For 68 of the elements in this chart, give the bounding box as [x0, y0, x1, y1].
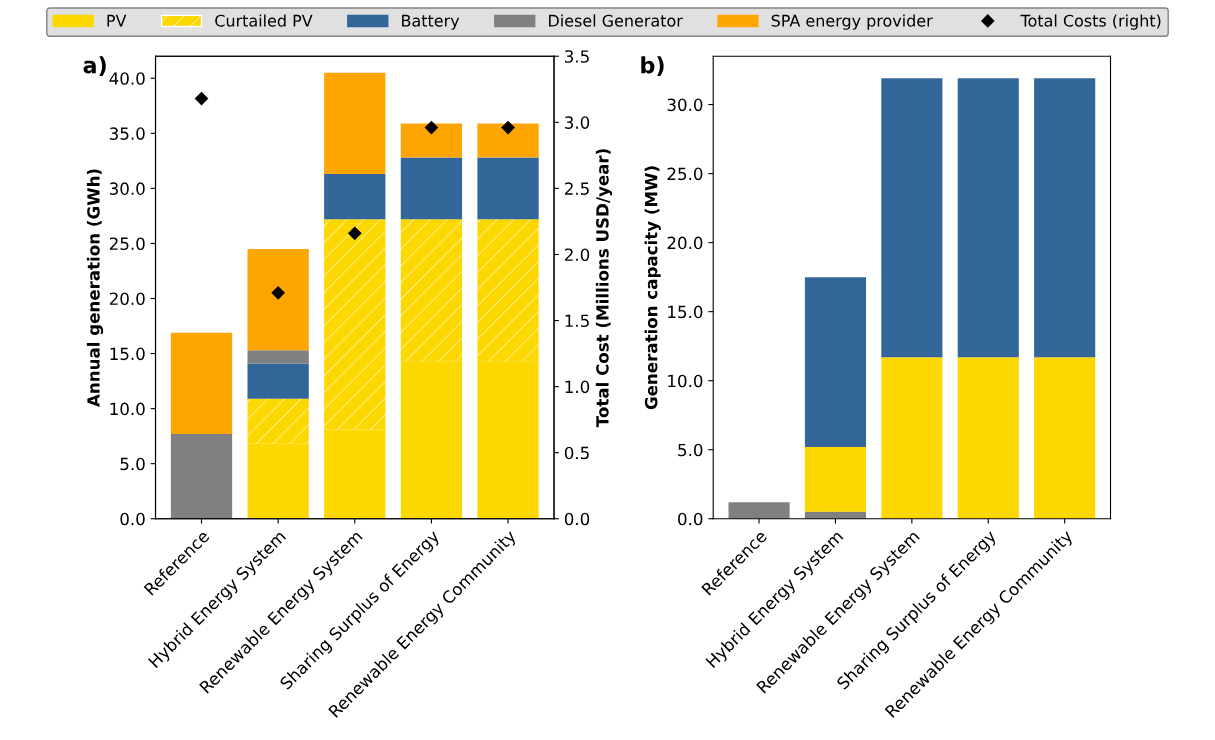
y-tick-label: 15.0: [668, 305, 703, 319]
bar: [804, 277, 867, 447]
y2-tick-label: 0.0: [564, 512, 590, 526]
y-axis-title: Generation capacity (MW): [644, 166, 661, 410]
y2-tick-label: 2.0: [564, 248, 590, 262]
y-tick-label: 20.0: [109, 292, 145, 306]
legend-label: Total Costs (right): [1020, 14, 1161, 30]
y2-tick-label: 3.0: [565, 116, 590, 129]
bar: [324, 219, 386, 430]
point: [271, 286, 285, 300]
y-tick-label: 10.0: [110, 402, 145, 416]
bar: [1034, 78, 1096, 358]
bar: [957, 78, 1019, 358]
y-tick-label: 30.0: [109, 182, 145, 195]
bar: [247, 398, 309, 444]
bar: [400, 123, 463, 158]
legend-label: Diesel Generator: [549, 14, 683, 27]
y2-tick-label: 0.5: [564, 446, 589, 460]
bar: [247, 443, 309, 519]
y2-axis-title: Total Cost (Millions USD/year): [595, 149, 613, 428]
legend-label: Battery: [402, 14, 460, 30]
y-tick-label: 25.0: [667, 167, 703, 181]
y2-tick-label: 1.5: [565, 314, 589, 328]
y2-tick-label: 3.5: [565, 50, 589, 63]
y-tick-label: 0.0: [678, 512, 703, 526]
bar: [170, 433, 233, 519]
point: [424, 121, 439, 135]
bar: [477, 157, 539, 220]
bar: [324, 429, 386, 519]
legend-label: Curtailed PV: [215, 14, 313, 27]
y-tick-label: 10.0: [668, 374, 703, 388]
bar: [247, 363, 309, 399]
y-tick-label: 40.0: [109, 72, 145, 85]
y-tick-label: 20.0: [667, 236, 703, 250]
y2-tick-label: 1.0: [565, 380, 590, 394]
point: [348, 226, 362, 240]
bar: [170, 332, 233, 434]
bar: [400, 361, 463, 519]
point: [194, 91, 209, 106]
bar: [400, 157, 463, 220]
y-tick-label: 15.0: [110, 347, 145, 361]
y-axis-title: Annual generation (GWh): [86, 169, 104, 407]
chart-title: b): [641, 56, 664, 77]
bar: [804, 446, 867, 512]
bar: [247, 350, 309, 364]
bar: [477, 361, 539, 519]
bar: [728, 502, 790, 519]
y-tick-label: 5.0: [678, 443, 703, 457]
y-tick-label: 30.0: [667, 98, 703, 112]
y-tick-label: 5.0: [120, 457, 145, 471]
y2-tick-label: 2.5: [564, 182, 589, 195]
bar: [324, 174, 386, 220]
bar: [400, 219, 463, 362]
legend-label: PV: [107, 14, 127, 27]
y-tick-label: 0.0: [120, 512, 145, 526]
bar: [957, 357, 1019, 519]
legend-label: SPA energy provider: [771, 14, 933, 30]
bar: [477, 219, 539, 362]
bar: [477, 123, 539, 158]
y-tick-label: 25.0: [109, 237, 145, 251]
bar: [881, 78, 943, 358]
bar: [324, 72, 386, 175]
chart-title: a): [83, 56, 106, 77]
bar: [1034, 357, 1096, 519]
bar: [247, 248, 309, 351]
y-tick-label: 35.0: [109, 127, 145, 140]
point: [501, 121, 515, 135]
bar: [881, 357, 943, 519]
